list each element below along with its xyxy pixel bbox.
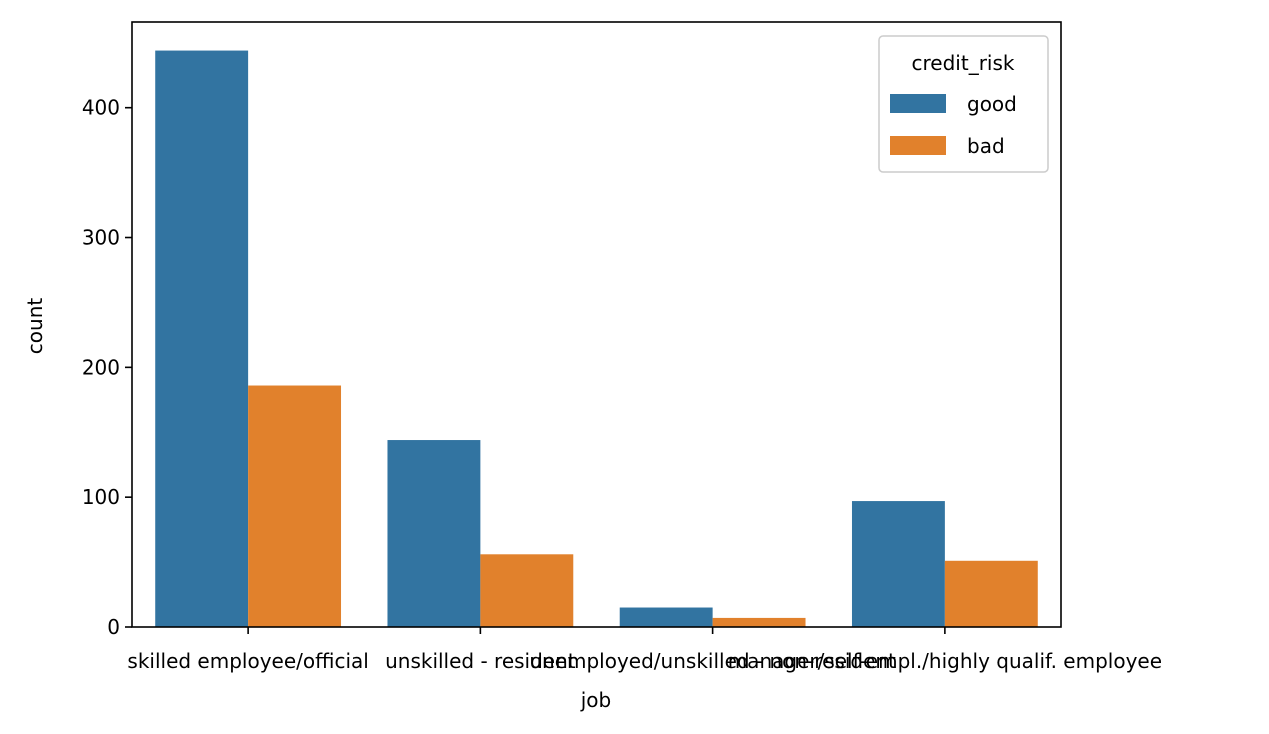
legend-swatch-good — [890, 94, 946, 113]
x-tick-label-1: unskilled - resident — [385, 649, 576, 673]
legend-label-good: good — [967, 92, 1017, 116]
bar-bad-0 — [248, 385, 342, 627]
y-tick-label-300: 300 — [82, 226, 120, 250]
y-axis-label: count — [23, 298, 47, 355]
bar-bad-3 — [944, 560, 1038, 627]
x-axis: skilled employee/official unskilled - res… — [127, 627, 1162, 673]
legend-items: good bad — [890, 92, 1017, 158]
x-axis-label: job — [580, 688, 612, 712]
bar-good-0 — [155, 50, 249, 627]
x-tick-label-0: skilled employee/official — [127, 649, 368, 673]
bar-good-1 — [387, 440, 481, 627]
legend-title: credit_risk — [912, 51, 1015, 75]
y-tick-label-200: 200 — [82, 355, 120, 379]
y-axis: 0 100 200 300 400 — [82, 96, 132, 639]
legend: credit_risk good bad — [878, 35, 1049, 173]
legend-label-bad: bad — [967, 134, 1005, 158]
bar-bad-2 — [712, 617, 806, 627]
y-tick-label-100: 100 — [82, 485, 120, 509]
plot-frame — [131, 21, 1062, 628]
y-tick-label-0: 0 — [107, 615, 120, 639]
x-tick-label-2: unemployed/unskilled - non-resident — [529, 649, 896, 673]
bar-good-2 — [619, 607, 713, 627]
legend-swatch-bad — [890, 136, 946, 155]
y-tick-label-400: 400 — [82, 96, 120, 120]
bars-group — [155, 50, 1038, 627]
bar-good-3 — [851, 501, 945, 627]
bar-bad-1 — [480, 554, 574, 627]
x-tick-label-3: manager/self-empl./highly qualif. employ… — [728, 649, 1162, 673]
